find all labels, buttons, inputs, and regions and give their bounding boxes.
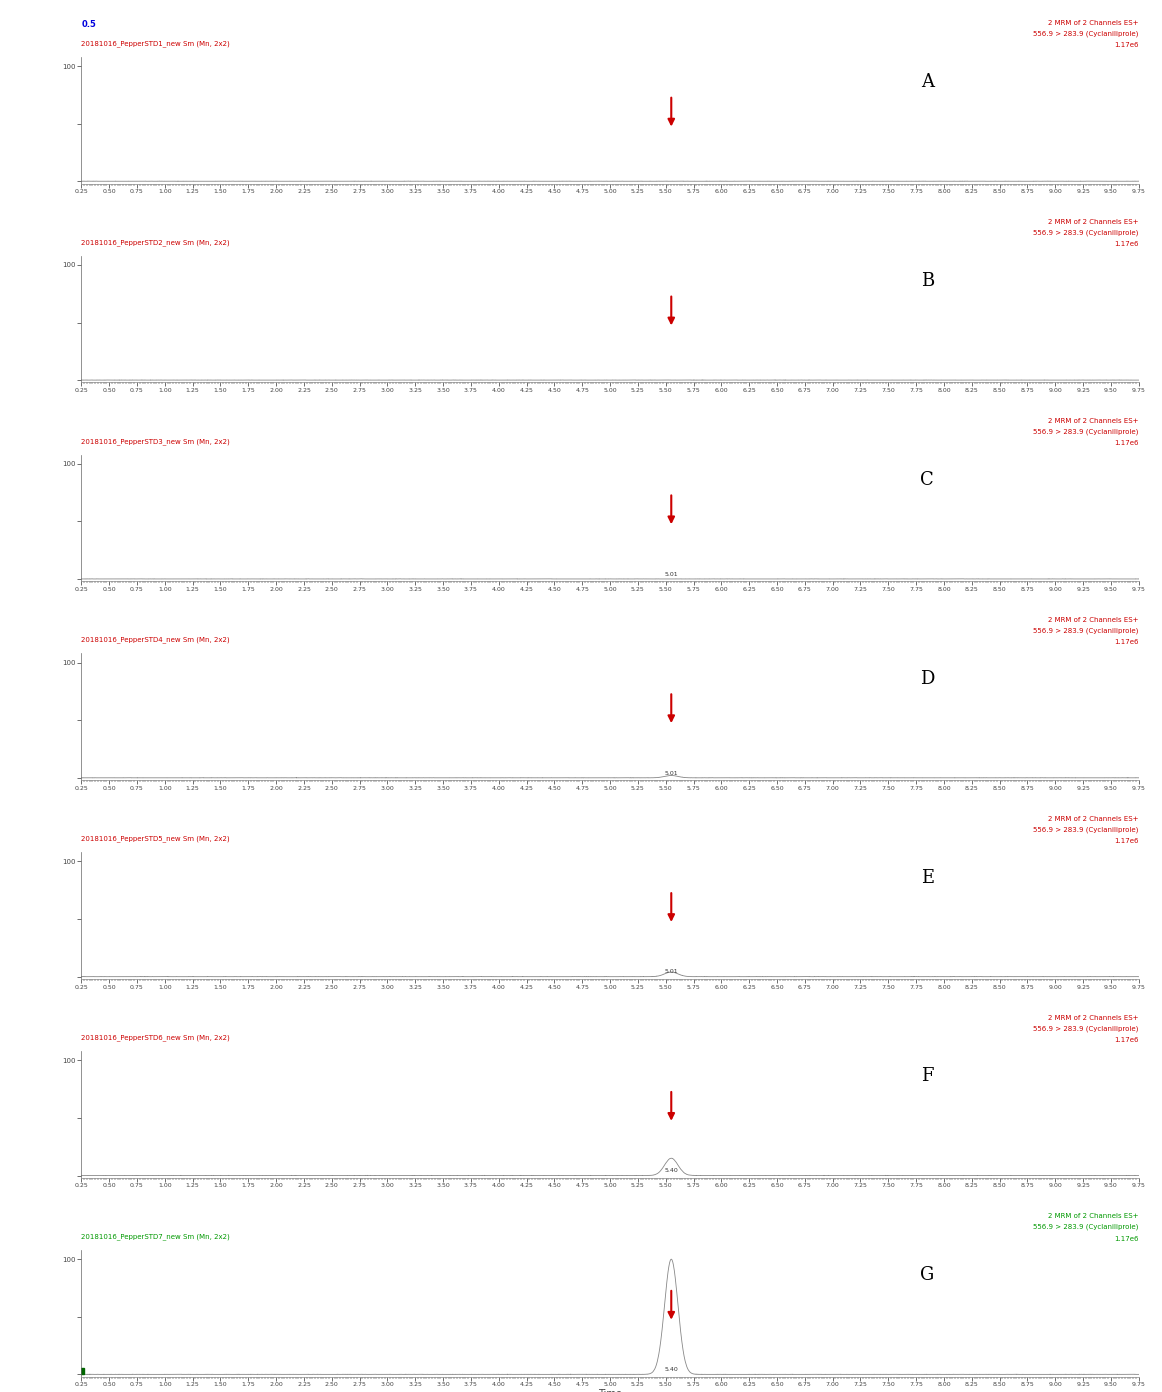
Text: 1.17e6: 1.17e6 bbox=[1114, 639, 1139, 644]
Text: F: F bbox=[921, 1068, 933, 1086]
Text: 20181016_PepperSTD3_new Sm (Mn, 2x2): 20181016_PepperSTD3_new Sm (Mn, 2x2) bbox=[81, 437, 230, 444]
Text: 1.17e6: 1.17e6 bbox=[1114, 1037, 1139, 1043]
Text: 2 MRM of 2 Channels ES+: 2 MRM of 2 Channels ES+ bbox=[1048, 1214, 1139, 1219]
Text: 5.01: 5.01 bbox=[665, 969, 679, 974]
Text: 1.17e6: 1.17e6 bbox=[1114, 43, 1139, 49]
Text: 2 MRM of 2 Channels ES+: 2 MRM of 2 Channels ES+ bbox=[1048, 21, 1139, 26]
Text: 556.9 > 283.9 (Cyclaniliprole): 556.9 > 283.9 (Cyclaniliprole) bbox=[1033, 230, 1139, 237]
Text: 20181016_PepperSTD2_new Sm (Mn, 2x2): 20181016_PepperSTD2_new Sm (Mn, 2x2) bbox=[81, 239, 230, 245]
Text: 2 MRM of 2 Channels ES+: 2 MRM of 2 Channels ES+ bbox=[1048, 219, 1139, 226]
Text: 556.9 > 283.9 (Cyclaniliprole): 556.9 > 283.9 (Cyclaniliprole) bbox=[1033, 1025, 1139, 1031]
Text: 5.40: 5.40 bbox=[665, 1168, 679, 1173]
Text: 2 MRM of 2 Channels ES+: 2 MRM of 2 Channels ES+ bbox=[1048, 1015, 1139, 1020]
Text: C: C bbox=[920, 470, 934, 489]
Text: 556.9 > 283.9 (Cyclaniliprole): 556.9 > 283.9 (Cyclaniliprole) bbox=[1033, 1224, 1139, 1231]
Text: 20181016_PepperSTD4_new Sm (Mn, 2x2): 20181016_PepperSTD4_new Sm (Mn, 2x2) bbox=[81, 636, 230, 643]
Text: 20181016_PepperSTD5_new Sm (Mn, 2x2): 20181016_PepperSTD5_new Sm (Mn, 2x2) bbox=[81, 835, 230, 842]
Text: 1.17e6: 1.17e6 bbox=[1114, 241, 1139, 248]
Text: 556.9 > 283.9 (Cyclaniliprole): 556.9 > 283.9 (Cyclaniliprole) bbox=[1033, 31, 1139, 38]
Text: 20181016_PepperSTD7_new Sm (Mn, 2x2): 20181016_PepperSTD7_new Sm (Mn, 2x2) bbox=[81, 1233, 230, 1240]
Text: 556.9 > 283.9 (Cyclaniliprole): 556.9 > 283.9 (Cyclaniliprole) bbox=[1033, 628, 1139, 633]
Text: 5.01: 5.01 bbox=[665, 572, 679, 576]
Text: 2 MRM of 2 Channels ES+: 2 MRM of 2 Channels ES+ bbox=[1048, 418, 1139, 425]
Text: G: G bbox=[920, 1267, 934, 1285]
Text: 2 MRM of 2 Channels ES+: 2 MRM of 2 Channels ES+ bbox=[1048, 617, 1139, 622]
X-axis label: Time: Time bbox=[598, 1389, 622, 1392]
Text: E: E bbox=[920, 869, 934, 887]
Text: 0.5: 0.5 bbox=[81, 19, 96, 29]
Text: A: A bbox=[920, 74, 934, 92]
Text: 556.9 > 283.9 (Cyclaniliprole): 556.9 > 283.9 (Cyclaniliprole) bbox=[1033, 827, 1139, 832]
Text: 20181016_PepperSTD6_new Sm (Mn, 2x2): 20181016_PepperSTD6_new Sm (Mn, 2x2) bbox=[81, 1034, 230, 1041]
Text: 20181016_PepperSTD1_new Sm (Mn, 2x2): 20181016_PepperSTD1_new Sm (Mn, 2x2) bbox=[81, 40, 230, 47]
Text: 1.17e6: 1.17e6 bbox=[1114, 838, 1139, 844]
Text: 1.17e6: 1.17e6 bbox=[1114, 1236, 1139, 1242]
Text: 1.17e6: 1.17e6 bbox=[1114, 440, 1139, 447]
Text: 5.01: 5.01 bbox=[665, 771, 679, 775]
Text: 2 MRM of 2 Channels ES+: 2 MRM of 2 Channels ES+ bbox=[1048, 816, 1139, 821]
Text: D: D bbox=[920, 670, 934, 688]
Text: 556.9 > 283.9 (Cyclaniliprole): 556.9 > 283.9 (Cyclaniliprole) bbox=[1033, 429, 1139, 436]
Text: B: B bbox=[920, 271, 934, 290]
Text: 5.40: 5.40 bbox=[665, 1367, 679, 1373]
